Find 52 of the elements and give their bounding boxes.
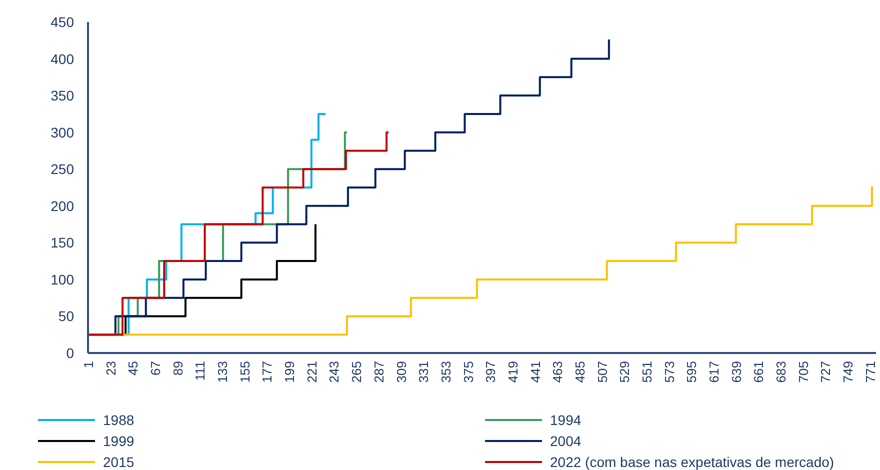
x-tick-label: 463	[550, 361, 566, 383]
x-tick-label: 375	[460, 361, 476, 383]
y-tick-label: 0	[66, 345, 74, 361]
x-tick-label: 705	[796, 361, 811, 383]
x-tick-label: 67	[148, 361, 164, 376]
legend-label: 2022 (com base nas expetativas de mercado)	[550, 454, 834, 470]
y-tick-label: 450	[50, 14, 74, 30]
x-tick-label: 89	[170, 361, 186, 376]
x-tick-label: 727	[818, 361, 834, 383]
legend-label: 2004	[550, 433, 582, 449]
x-tick-label: 551	[640, 361, 655, 383]
legend-label: 1994	[550, 412, 582, 428]
y-tick-label: 200	[50, 198, 74, 214]
x-tick-label: 661	[751, 361, 766, 383]
x-tick-label: 441	[528, 361, 543, 383]
x-tick-label: 485	[572, 361, 588, 383]
x-tick-label: 23	[103, 361, 118, 376]
x-tick-label: 133	[215, 361, 230, 383]
x-tick-label: 419	[505, 361, 520, 383]
y-tick-label: 350	[50, 88, 74, 104]
y-tick-label: 50	[58, 308, 74, 324]
y-tick-label: 150	[50, 234, 74, 251]
x-tick-label: 353	[438, 361, 454, 383]
legend-label: 1988	[103, 412, 134, 428]
x-tick-label: 573	[662, 361, 677, 383]
y-tick-label: 400	[50, 50, 74, 67]
x-tick-label: 265	[349, 361, 364, 383]
y-tick-label: 300	[50, 124, 74, 140]
x-tick-label: 771	[862, 361, 878, 383]
x-tick-label: 309	[394, 361, 409, 383]
x-tick-label: 155	[237, 361, 252, 383]
legend-label: 2015	[103, 454, 134, 470]
x-tick-label: 529	[617, 361, 632, 383]
x-tick-label: 243	[326, 361, 342, 383]
x-tick-label: 111	[192, 361, 208, 381]
x-tick-label: 287	[371, 361, 386, 383]
y-tick-label: 250	[50, 161, 74, 178]
x-tick-label: 199	[282, 361, 298, 383]
x-tick-label: 1	[81, 361, 96, 368]
x-tick-label: 639	[728, 361, 744, 383]
x-tick-label: 397	[483, 361, 498, 383]
y-tick-label: 100	[50, 271, 74, 288]
x-tick-label: 617	[706, 361, 722, 383]
x-tick-label: 177	[260, 361, 275, 383]
x-tick-label: 221	[304, 361, 320, 383]
x-tick-label: 595	[684, 361, 700, 383]
x-tick-label: 749	[840, 361, 856, 383]
x-tick-label: 331	[416, 361, 432, 383]
x-tick-label: 45	[126, 361, 141, 376]
x-tick-label: 683	[774, 361, 789, 383]
legend-label: 1999	[103, 433, 134, 449]
x-tick-label: 507	[594, 361, 610, 383]
